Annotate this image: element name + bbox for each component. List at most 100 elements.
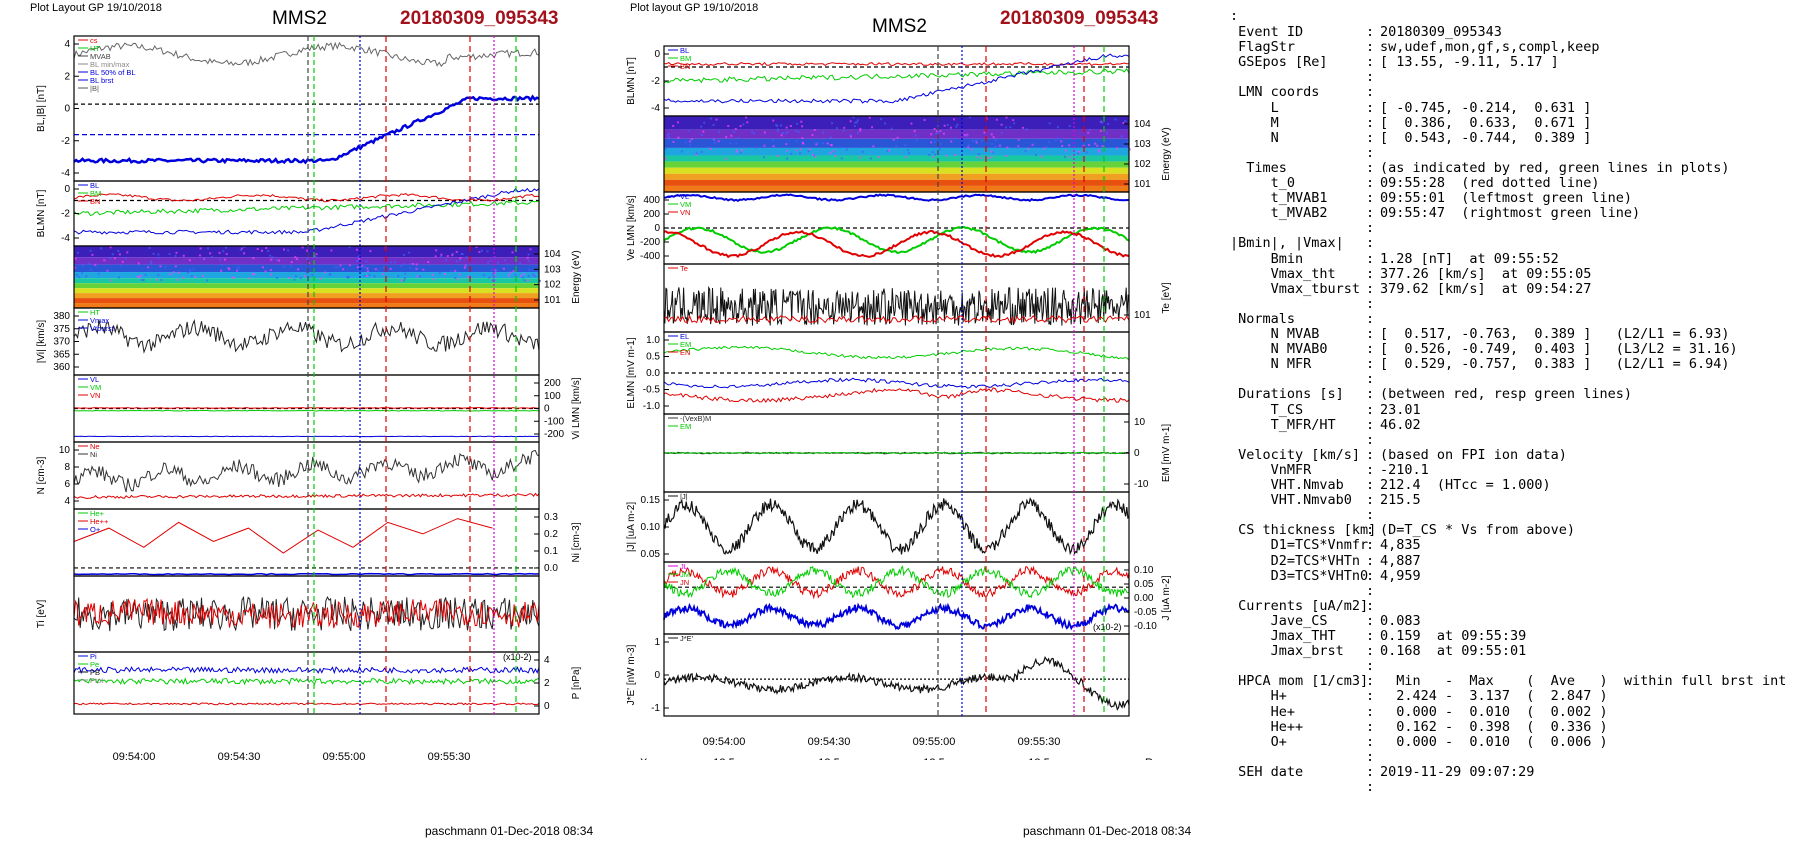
pb-line xyxy=(73,702,540,706)
info-value: [ 0.386, 0.633, 0.671 ] xyxy=(1380,114,1592,131)
info-colon: : xyxy=(1366,310,1375,327)
info-colon: : xyxy=(1366,461,1375,478)
e-l-line xyxy=(663,377,1130,389)
coord-value: 13.5 xyxy=(713,757,734,760)
legend-entry: BN xyxy=(90,197,100,206)
y-tick-label: 8 xyxy=(64,462,70,473)
y-tick-label: 365 xyxy=(53,349,70,360)
je-line xyxy=(663,656,1130,711)
b-total-line xyxy=(73,41,540,68)
y-axis-label: Energy (eV) xyxy=(1161,127,1172,180)
legend-entry: BL xyxy=(680,46,689,55)
legend-entry: VL xyxy=(680,192,689,201)
y-axis-label: Te [eV] xyxy=(1161,282,1172,313)
info-key: Jmax_brst xyxy=(1230,643,1344,660)
y-tick-label: 370 xyxy=(53,337,70,348)
legend-entry: BM xyxy=(90,189,101,198)
info-value: 215.5 xyxy=(1380,492,1421,509)
legend-entry: MVAB xyxy=(90,52,111,61)
panel-5 xyxy=(663,331,1130,415)
info-key: N MVAB0 xyxy=(1230,341,1328,358)
legend-entry: EN xyxy=(680,348,690,357)
info-value: (between red, resp green lines) xyxy=(1380,386,1632,403)
y-axis-label: Ni [cm-3] xyxy=(571,522,582,562)
y-axis-label: ELMN [mV m-1] xyxy=(626,337,637,408)
panel-frame xyxy=(663,633,1130,717)
pi-line xyxy=(73,665,540,675)
y-tick-label: 0 xyxy=(654,670,660,681)
em-line xyxy=(663,451,1129,455)
info-value: 2.424 - 3.137 ( 2.847 ) xyxy=(1380,688,1608,705)
panel-1 xyxy=(663,45,1130,117)
info-key: t_0 xyxy=(1230,175,1296,191)
y-tick-label: 102 xyxy=(544,280,561,291)
time-tick-label: 09:54:30 xyxy=(808,736,851,748)
info-value: 377.26 [km/s] at 09:55:05 xyxy=(1380,265,1592,282)
bm-line xyxy=(73,200,540,216)
event-marker-lines xyxy=(307,36,517,714)
legend-entry: PB xyxy=(90,668,100,677)
info-colon: : xyxy=(1366,643,1375,660)
mid-spacecraft: MMS2 xyxy=(872,16,927,37)
y-tick-label: 0 xyxy=(654,223,660,234)
info-key: FlagStr xyxy=(1230,39,1296,56)
y-tick-label: -0.05 xyxy=(1134,607,1157,618)
info-key: VHT.Nmvab0 xyxy=(1230,492,1352,509)
info-value: sw,udef,mon,gf,s,compl,keep xyxy=(1380,39,1600,56)
info-colon: : xyxy=(1366,386,1375,403)
y-axis-label: BLMN [nT] xyxy=(626,57,637,105)
legend-entry: Vtburst xyxy=(90,324,115,333)
legend-entry: O+ xyxy=(90,525,101,534)
y-tick-label: 0.00 xyxy=(1134,593,1154,604)
mid-footer: paschmann 01-Dec-2018 08:34 xyxy=(1023,824,1192,838)
info-key: Event ID xyxy=(1230,24,1304,40)
info-value: 23.01 xyxy=(1380,401,1421,418)
panel-3 xyxy=(663,191,1130,265)
legend-entry: |J| xyxy=(680,492,688,501)
legend-entry: VN xyxy=(680,208,690,217)
event-marker-lines xyxy=(937,46,1105,716)
info-colon: : xyxy=(1366,763,1375,780)
y-axis-label: Ti [eV] xyxy=(36,600,47,629)
info-value: (based on FPI ion data) xyxy=(1380,446,1567,463)
o-plus-line xyxy=(73,572,540,576)
time-tick-label: 09:55:30 xyxy=(1018,736,1061,748)
info-key: |Bmin|, |Vmax| xyxy=(1230,235,1344,252)
info-value: 09:55:28 (red dotted line) xyxy=(1380,175,1600,191)
time-tick-label: 09:55:00 xyxy=(323,751,366,760)
y-tick-label: 200 xyxy=(544,378,561,389)
panel-2 xyxy=(73,180,540,247)
y-tick-label: -0.10 xyxy=(1134,621,1157,632)
y-tick-label: 0 xyxy=(544,701,550,712)
info-key: He++ xyxy=(1230,718,1304,735)
info-value: [ 0.529, -0.757, 0.383 ] (L2/L1 = 6.94) xyxy=(1380,356,1730,373)
y-tick-label: 0.05 xyxy=(1134,579,1154,590)
panel-8 xyxy=(663,561,1130,635)
info-value: 4,959 xyxy=(1380,567,1421,584)
info-colon: : xyxy=(1366,673,1375,690)
y-tick-label: 4 xyxy=(64,496,70,507)
info-colon: : xyxy=(1366,144,1375,161)
y-axis-label: BLMN [nT] xyxy=(36,189,47,237)
info-key: Times xyxy=(1230,159,1287,176)
info-key: Velocity [km/s] xyxy=(1230,446,1361,463)
y-tick-label: 100 xyxy=(544,391,561,402)
info-value: [ 0.543, -0.744, 0.389 ] xyxy=(1380,129,1592,146)
info-key: N MFR xyxy=(1230,356,1312,373)
y-axis-label: N [cm-3] xyxy=(36,456,47,494)
panel-9 xyxy=(73,651,540,715)
info-value: [ 13.55, -9.11, 5.17 ] xyxy=(1380,54,1559,71)
info-value: 379.62 [km/s] at 09:54:27 xyxy=(1380,280,1592,297)
y-tick-label: 0.0 xyxy=(544,563,558,574)
y-axis-label: P [nPa] xyxy=(571,666,582,699)
event-info-panel: : Event ID:20180309_095343 FlagStr: sw,ud… xyxy=(1230,8,1800,798)
y-tick-label: 102 xyxy=(1134,159,1151,170)
ti-line xyxy=(73,595,540,632)
ve-l-line xyxy=(663,193,1130,202)
legend-entry: EM xyxy=(680,422,691,431)
y-tick-label: 0 xyxy=(1134,448,1140,459)
legend-entry: JL xyxy=(680,562,688,571)
pe-line xyxy=(73,677,540,686)
